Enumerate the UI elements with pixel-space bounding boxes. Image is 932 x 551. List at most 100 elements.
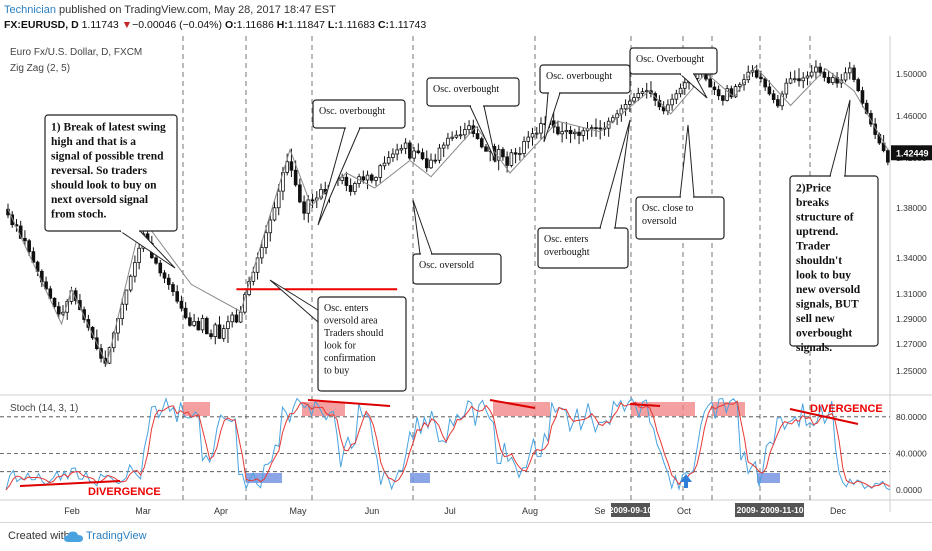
- annotation-text: Osc. Overbought: [636, 54, 705, 65]
- candle-body: [784, 82, 789, 95]
- annotation-text: Osc. overbought: [319, 106, 385, 117]
- annotation-line: 2)Price: [796, 183, 831, 195]
- candle-body: [416, 150, 421, 154]
- annotation-box: [317, 296, 407, 392]
- candle-body: [458, 134, 463, 137]
- candle-body: [238, 311, 243, 323]
- annotation-line: Osc. overbought: [433, 84, 499, 95]
- date-chip: [611, 503, 650, 517]
- callout-joint: [471, 104, 483, 108]
- candle-body: [285, 161, 289, 173]
- candle-body: [788, 78, 793, 84]
- candle-body: [763, 78, 767, 88]
- candle-body: [792, 78, 797, 81]
- annotation-text: Osc. enters overbought: [544, 234, 590, 258]
- candle-body: [801, 77, 806, 82]
- candle-body: [399, 147, 404, 151]
- candle-body: [424, 158, 429, 169]
- annotation-line: next oversold signal: [51, 194, 148, 206]
- candle-body: [429, 159, 433, 169]
- candle-body: [18, 225, 23, 239]
- candle-body: [420, 152, 425, 160]
- candle-body: [467, 125, 471, 130]
- candle-body: [856, 79, 861, 91]
- candle-body: [302, 201, 306, 214]
- callout-pointer: [317, 127, 361, 226]
- annotation-box: [635, 196, 725, 240]
- close-label: C:: [377, 19, 390, 31]
- annotation-line: new oversold: [796, 284, 861, 296]
- callout-joint: [681, 72, 693, 76]
- annotation-line: oversold area: [324, 316, 378, 327]
- candle-body: [61, 311, 65, 315]
- candle-body: [437, 147, 442, 161]
- candle-body: [154, 257, 158, 264]
- candle-body: [137, 247, 141, 263]
- candle-body: [560, 131, 564, 135]
- callout-pointer: [599, 119, 631, 229]
- divergence-line: [789, 408, 859, 425]
- candle-body: [369, 174, 374, 181]
- candle-body: [23, 237, 27, 242]
- candle-body: [513, 152, 518, 155]
- candle-body: [255, 257, 260, 273]
- callout-joint: [549, 91, 559, 95]
- annotation-box: [537, 227, 629, 269]
- candle-body: [450, 136, 454, 139]
- candle-body: [526, 136, 531, 142]
- annotation-line: Osc. oversold: [419, 260, 474, 271]
- candle-body: [446, 137, 450, 146]
- candle-body: [353, 183, 357, 192]
- callout-joint: [831, 174, 844, 178]
- candle-body: [852, 67, 856, 80]
- time-tick-label: Jun: [365, 506, 380, 516]
- candle-body: [166, 277, 171, 285]
- candle-body: [382, 162, 387, 167]
- open-value: 1.11686: [236, 19, 274, 31]
- candle-body: [386, 157, 391, 164]
- candle-body: [192, 320, 196, 326]
- annotation-text: Osc. oversold: [419, 260, 474, 271]
- published-text: published on TradingView.com, May 28, 20…: [59, 4, 336, 16]
- candle-body: [10, 214, 15, 226]
- footer: Created with TradingView: [0, 522, 932, 551]
- time-tick-label: Dec: [830, 506, 847, 516]
- candle-body: [454, 134, 459, 138]
- callout-joint: [601, 226, 614, 230]
- annotation-line: to buy: [324, 366, 349, 377]
- candle-body: [632, 97, 636, 102]
- tradingview-brand[interactable]: TradingView: [86, 530, 147, 542]
- candle-body: [319, 188, 323, 199]
- time-tick-label: Feb: [64, 506, 80, 516]
- callout-pointer: [679, 73, 708, 99]
- candle-body: [124, 289, 129, 305]
- publisher-name[interactable]: Technician: [4, 4, 56, 16]
- time-tick-label: May: [289, 506, 307, 516]
- down-arrow-icon: ▼: [121, 19, 133, 31]
- candle-body: [581, 130, 586, 136]
- candle-body: [776, 99, 780, 107]
- annotation-line: Osc. enters: [544, 234, 589, 245]
- candle-body: [348, 185, 353, 192]
- annotation-line: oversold: [642, 216, 676, 227]
- candle-body: [408, 142, 412, 159]
- divergence-line: [629, 403, 661, 407]
- annotation-line: Osc. overbought: [546, 71, 612, 82]
- candle-body: [831, 77, 835, 84]
- candle-body: [226, 321, 230, 330]
- candle-body: [293, 169, 298, 186]
- candle-body: [171, 284, 175, 292]
- candle-body: [509, 152, 514, 166]
- candle-body: [44, 281, 48, 290]
- chart-canvas[interactable]: DIVERGENCE DIVERGENCE 1) Break of latest …: [0, 0, 932, 522]
- candle-body: [767, 86, 772, 95]
- candle-body: [82, 309, 86, 320]
- annotation-text: 1) Break of latest swing high and that is…: [51, 122, 166, 221]
- divergence-line: [19, 480, 121, 487]
- overbought-zone-box: [712, 402, 745, 416]
- candle-body: [737, 84, 742, 87]
- publish-line: Technician published on TradingView.com,…: [4, 4, 336, 16]
- candle-body: [128, 275, 133, 291]
- time-tick-label: Aug: [522, 506, 538, 516]
- candle-body: [594, 127, 598, 130]
